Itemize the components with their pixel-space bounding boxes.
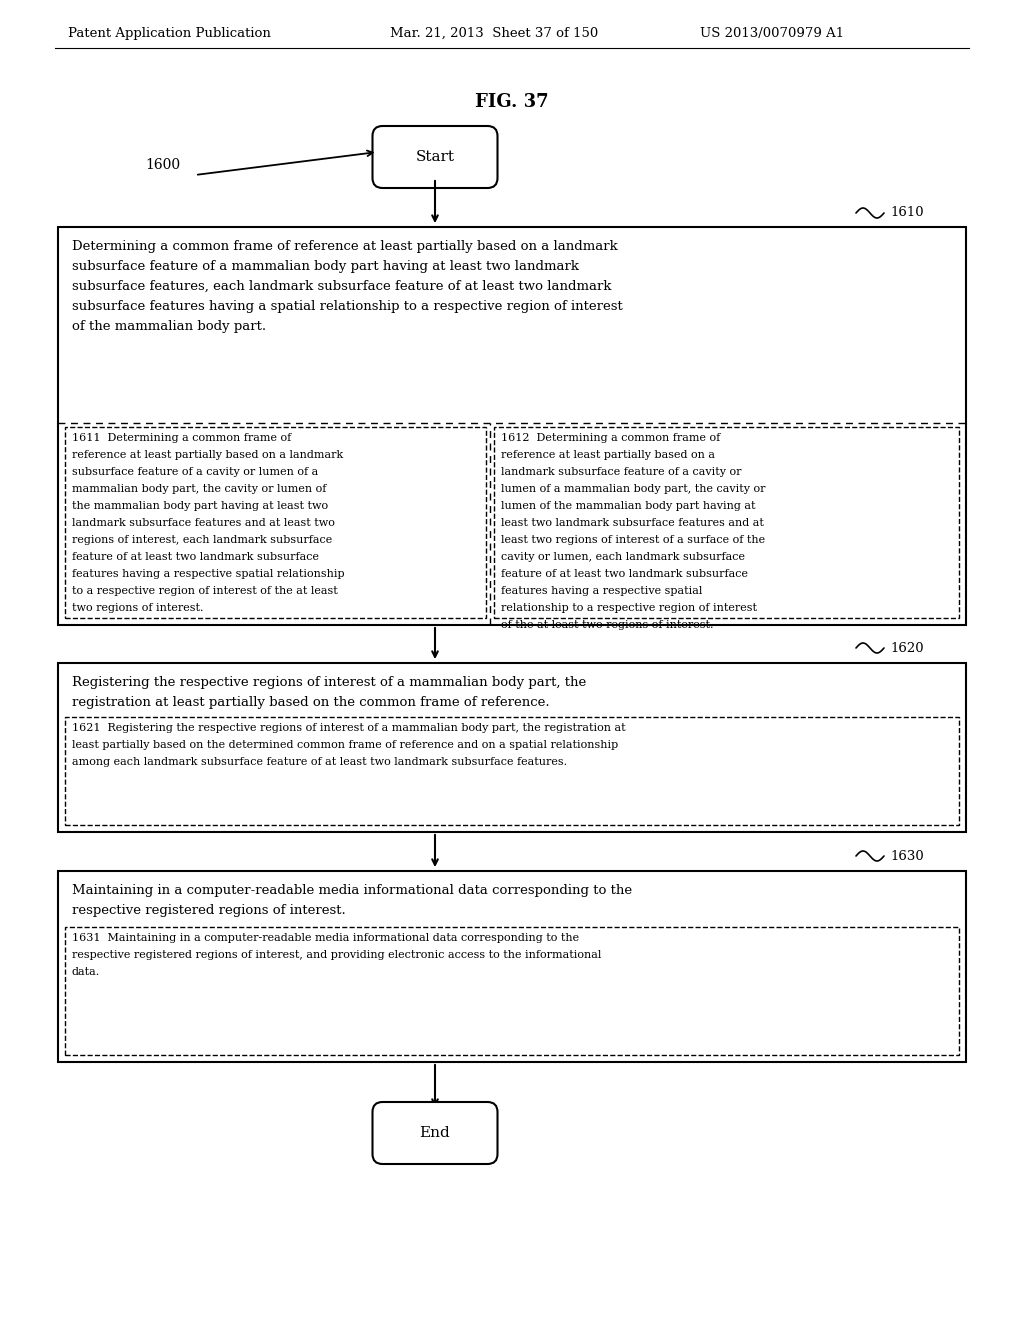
Text: cavity or lumen, each landmark subsurface: cavity or lumen, each landmark subsurfac… [501,552,745,562]
Text: landmark subsurface features and at least two: landmark subsurface features and at leas… [72,517,335,528]
Text: landmark subsurface feature of a cavity or: landmark subsurface feature of a cavity … [501,467,741,477]
Text: 1621  Registering the respective regions of interest of a mammalian body part, t: 1621 Registering the respective regions … [72,723,626,733]
Text: subsurface features, each landmark subsurface feature of at least two landmark: subsurface features, each landmark subsu… [72,280,611,293]
Bar [494,426,959,618]
Text: respective registered regions of interest.: respective registered regions of interes… [72,904,346,917]
Text: mammalian body part, the cavity or lumen of: mammalian body part, the cavity or lumen… [72,484,327,494]
Text: 1611  Determining a common frame of: 1611 Determining a common frame of [72,433,291,444]
Text: 1631  Maintaining in a computer-readable media informational data corresponding : 1631 Maintaining in a computer-readable … [72,933,580,942]
Text: least partially based on the determined common frame of reference and on a spati: least partially based on the determined … [72,741,618,750]
Bar [58,871,966,1063]
Text: least two regions of interest of a surface of the: least two regions of interest of a surfa… [501,535,765,545]
Text: Patent Application Publication: Patent Application Publication [68,26,271,40]
FancyBboxPatch shape [373,1102,498,1164]
Text: lumen of the mammalian body part having at: lumen of the mammalian body part having … [501,502,756,511]
Bar [65,717,959,825]
Text: reference at least partially based on a landmark: reference at least partially based on a … [72,450,343,459]
Text: subsurface feature of a mammalian body part having at least two landmark: subsurface feature of a mammalian body p… [72,260,579,273]
Text: of the mammalian body part.: of the mammalian body part. [72,319,266,333]
Text: to a respective region of interest of the at least: to a respective region of interest of th… [72,586,338,597]
Bar [65,426,486,618]
Text: 1630: 1630 [890,850,924,862]
Text: among each landmark subsurface feature of at least two landmark subsurface featu: among each landmark subsurface feature o… [72,756,567,767]
Text: of the at least two regions of interest.: of the at least two regions of interest. [501,620,714,630]
Text: feature of at least two landmark subsurface: feature of at least two landmark subsurf… [72,552,319,562]
Text: Determining a common frame of reference at least partially based on a landmark: Determining a common frame of reference … [72,240,617,253]
Text: relationship to a respective region of interest: relationship to a respective region of i… [501,603,757,612]
Text: features having a respective spatial relationship: features having a respective spatial rel… [72,569,345,579]
Text: two regions of interest.: two regions of interest. [72,603,204,612]
Text: the mammalian body part having at least two: the mammalian body part having at least … [72,502,328,511]
Text: 1600: 1600 [145,158,180,172]
Text: US 2013/0070979 A1: US 2013/0070979 A1 [700,26,844,40]
Text: regions of interest, each landmark subsurface: regions of interest, each landmark subsu… [72,535,332,545]
Text: 1612  Determining a common frame of: 1612 Determining a common frame of [501,433,720,444]
Text: reference at least partially based on a: reference at least partially based on a [501,450,715,459]
Text: respective registered regions of interest, and providing electronic access to th: respective registered regions of interes… [72,950,601,960]
Text: 1610: 1610 [890,206,924,219]
Text: FIG. 37: FIG. 37 [475,92,549,111]
Text: Mar. 21, 2013  Sheet 37 of 150: Mar. 21, 2013 Sheet 37 of 150 [390,26,598,40]
FancyBboxPatch shape [373,125,498,187]
Text: 1620: 1620 [890,642,924,655]
Text: Maintaining in a computer-readable media informational data corresponding to the: Maintaining in a computer-readable media… [72,884,632,898]
Text: data.: data. [72,968,100,977]
Text: registration at least partially based on the common frame of reference.: registration at least partially based on… [72,696,550,709]
Text: Start: Start [416,150,455,164]
Text: lumen of a mammalian body part, the cavity or: lumen of a mammalian body part, the cavi… [501,484,766,494]
Bar [58,663,966,832]
Text: subsurface feature of a cavity or lumen of a: subsurface feature of a cavity or lumen … [72,467,318,477]
Text: Registering the respective regions of interest of a mammalian body part, the: Registering the respective regions of in… [72,676,587,689]
Text: subsurface features having a spatial relationship to a respective region of inte: subsurface features having a spatial rel… [72,300,623,313]
Bar [58,227,966,624]
Text: features having a respective spatial: features having a respective spatial [501,586,702,597]
Text: End: End [420,1126,451,1140]
Text: feature of at least two landmark subsurface: feature of at least two landmark subsurf… [501,569,748,579]
Text: least two landmark subsurface features and at: least two landmark subsurface features a… [501,517,764,528]
Bar [65,927,959,1055]
